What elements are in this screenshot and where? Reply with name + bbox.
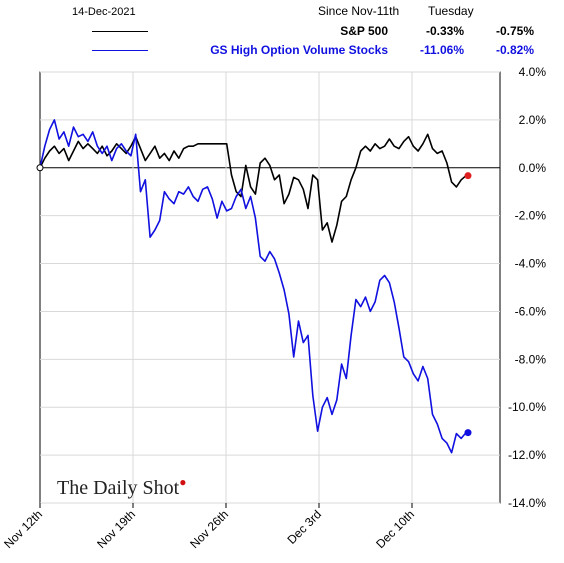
- y-tick-label: 4.0%: [519, 65, 547, 79]
- y-tick-label: -14.0%: [508, 496, 546, 510]
- y-tick-label: 0.0%: [519, 161, 547, 175]
- legend-day-sp500: -0.75%: [495, 24, 534, 38]
- series-line-gs: [39, 119, 467, 454]
- legend-since-gs: -11.06%: [419, 43, 464, 57]
- x-tick-label: Dec 3rd: [285, 507, 325, 547]
- series-line-sp500: [39, 133, 467, 243]
- legend-label-gs: GS High Option Volume Stocks: [210, 43, 388, 57]
- legend-day-gs: -0.82%: [495, 43, 534, 57]
- y-tick-label: -6.0%: [515, 304, 547, 318]
- legend-header-day: Tuesday: [428, 4, 474, 18]
- legend-item-sp500: S&P 500 -0.33% -0.75%: [0, 22, 564, 40]
- start-point-marker: [36, 164, 44, 172]
- x-axis: Nov 12th Nov 19th Nov 26th Dec 3rd Dec 10th: [1, 503, 417, 551]
- legend-swatch-gs: [92, 50, 148, 51]
- series-group: [36, 119, 472, 454]
- x-tick-label: Nov 26th: [187, 507, 231, 551]
- y-tick-label: -12.0%: [508, 448, 546, 462]
- brand-logo: The Daily Shot●: [57, 475, 187, 499]
- chart-date: 14-Dec-2021: [72, 6, 136, 18]
- y-tick-label: 2.0%: [519, 113, 547, 127]
- legend-swatch-sp500: [92, 31, 148, 32]
- x-tick-label: Nov 12th: [1, 507, 45, 551]
- grid: [39, 71, 501, 504]
- last-point-marker: [464, 172, 472, 180]
- legend-item-gs: GS High Option Volume Stocks -11.06% -0.…: [0, 41, 564, 59]
- y-axis: 4.0% 2.0% 0.0% -2.0% -4.0% -6.0% -8.0% -10.0% -1…: [508, 65, 546, 510]
- brand-text: The Daily Shot: [57, 477, 180, 499]
- x-tick-label: Dec 10th: [373, 507, 417, 551]
- y-tick-label: -8.0%: [515, 352, 547, 366]
- legend-since-sp500: -0.33%: [425, 24, 464, 38]
- legend-label-sp500: S&P 500: [340, 24, 388, 38]
- legend-header-since: Since Nov-11th: [318, 4, 400, 18]
- y-tick-label: -4.0%: [515, 257, 547, 271]
- y-tick-label: -10.0%: [508, 400, 546, 414]
- last-point-marker: [464, 429, 472, 437]
- x-tick-label: Nov 19th: [94, 507, 138, 551]
- y-tick-label: -2.0%: [515, 209, 547, 223]
- plot-frame: [39, 71, 501, 504]
